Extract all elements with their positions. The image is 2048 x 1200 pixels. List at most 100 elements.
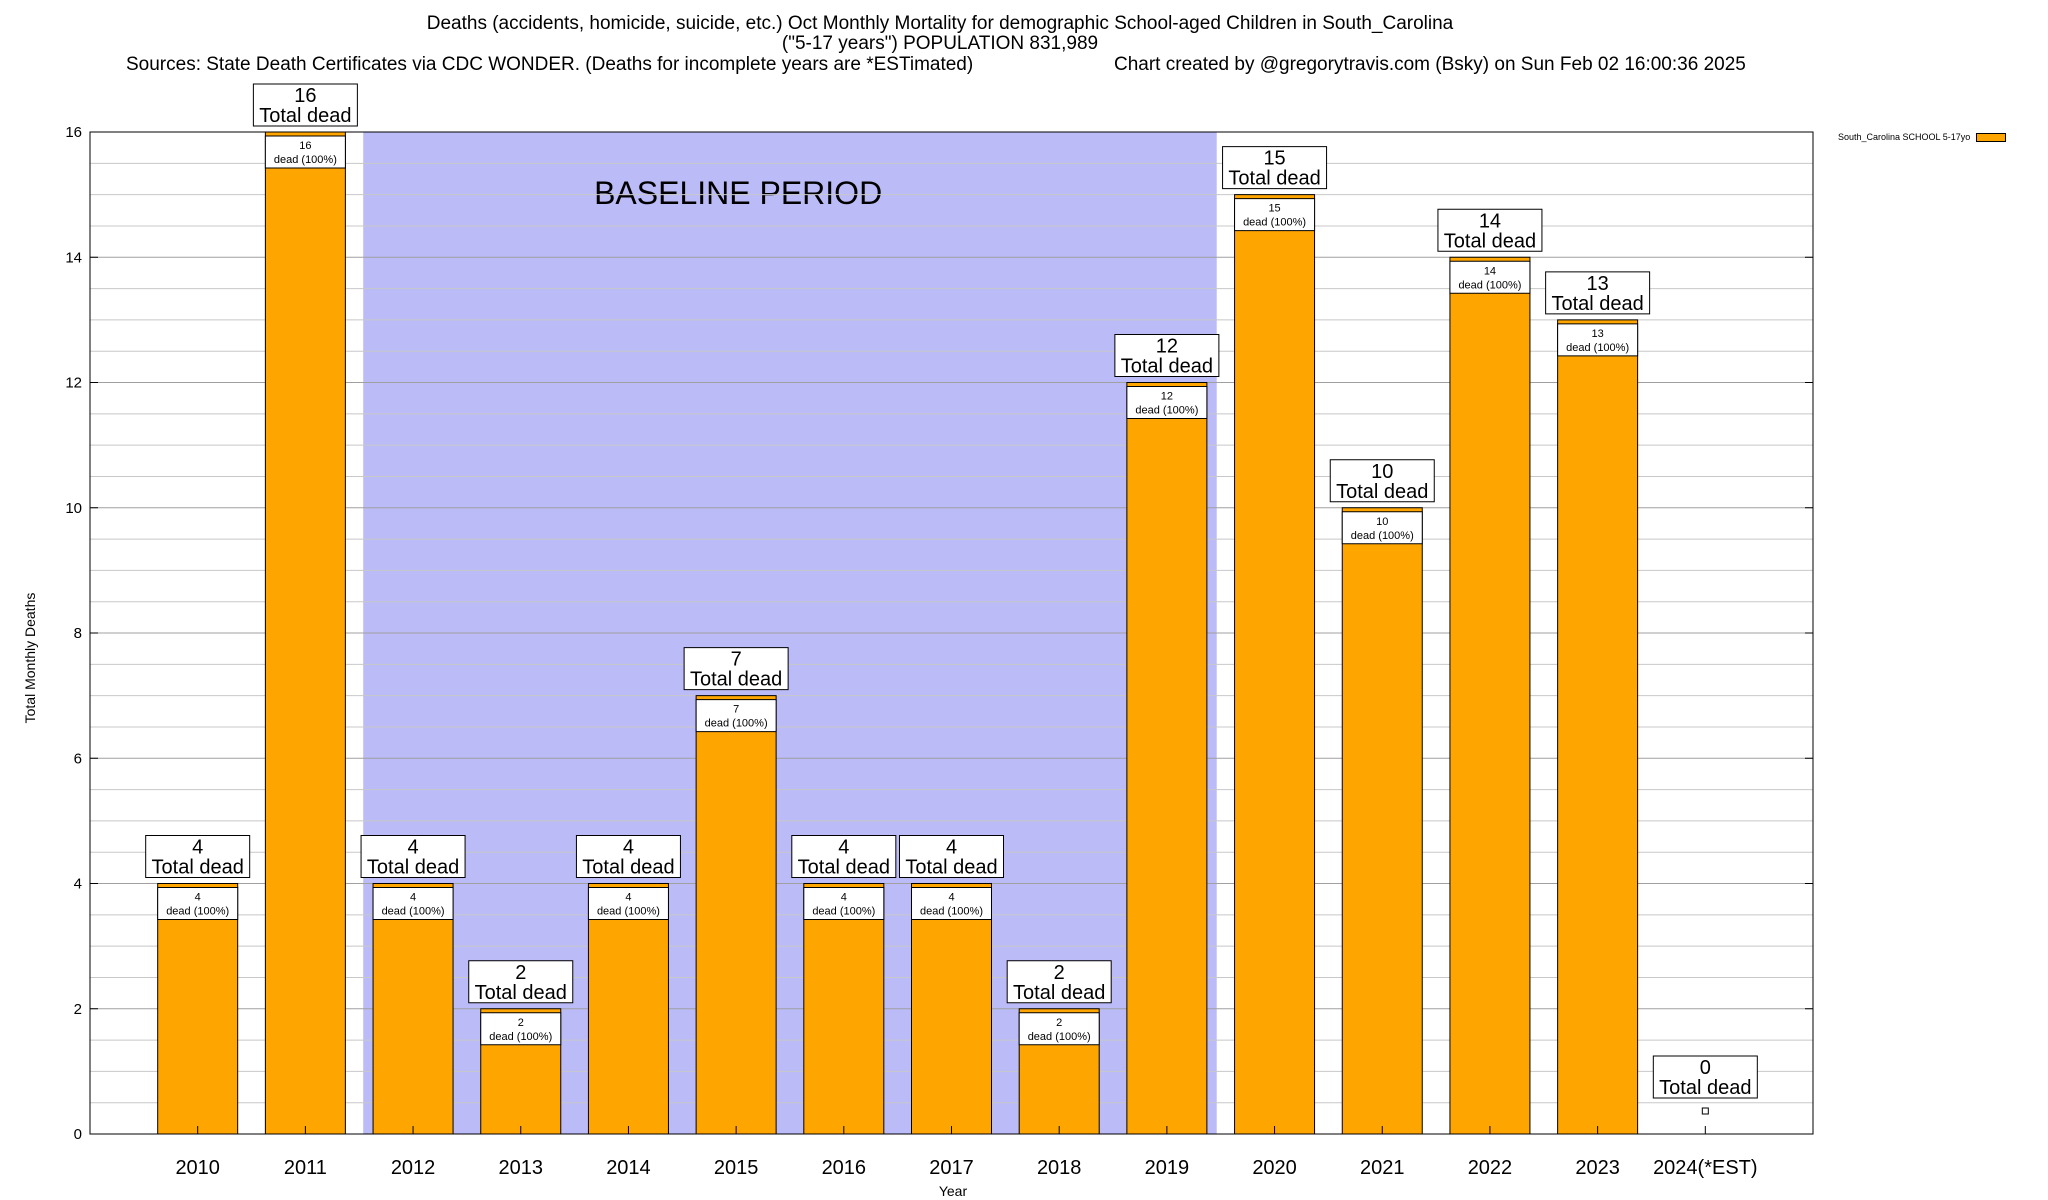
x-tick-label: 2015 bbox=[714, 1157, 759, 1179]
y-axis-label: Total Monthly Deaths bbox=[22, 592, 38, 724]
bar bbox=[587, 883, 669, 1135]
bar-total-label-value: 12 bbox=[1156, 336, 1178, 358]
x-tick-label: 2016 bbox=[822, 1157, 867, 1179]
x-tick-label: 2022 bbox=[1468, 1157, 1513, 1179]
chart-title: Deaths (accidents, homicide, suicide, et… bbox=[426, 13, 1454, 34]
bar-total-label-value: 2 bbox=[1054, 962, 1065, 984]
bar-total-label-value: 16 bbox=[294, 85, 316, 107]
x-tick-label: 2023 bbox=[1575, 1157, 1620, 1179]
bar-total-label-text: Total dead bbox=[259, 105, 351, 127]
bar bbox=[157, 883, 239, 1135]
bar-data-label-value: 4 bbox=[625, 892, 631, 904]
bar-data-label-box bbox=[587, 887, 669, 920]
bar-total-label-value: 4 bbox=[192, 837, 203, 859]
bar-data-label-text: dead (100%) bbox=[166, 906, 229, 918]
y-tick-label: 16 bbox=[65, 124, 82, 141]
bar-data-label-text: dead (100%) bbox=[920, 906, 983, 918]
bar-data-label-box bbox=[1126, 386, 1208, 419]
chart-credit: Chart created by @gregorytravis.com (Bsk… bbox=[1114, 54, 1746, 75]
bar-zero-marker bbox=[1701, 1107, 1709, 1115]
bar-total-label-text: Total dead bbox=[905, 857, 997, 879]
bar-data-label-value: 14 bbox=[1484, 265, 1496, 277]
bar-total-label-value: 4 bbox=[408, 837, 419, 859]
bar-total-label-box bbox=[1437, 208, 1543, 252]
bar bbox=[695, 695, 777, 1135]
baseline-period-label: BASELINE PERIOD bbox=[594, 175, 882, 211]
bar bbox=[372, 883, 454, 1135]
bar-total-label-text: Total dead bbox=[1336, 481, 1428, 503]
bar-total-label-box bbox=[1222, 146, 1328, 190]
bar-total-label-text: Total dead bbox=[690, 669, 782, 691]
bar-total-label-value: 7 bbox=[731, 649, 742, 671]
bar-data-label-box bbox=[1018, 1012, 1100, 1046]
bar-data-label-text: dead (100%) bbox=[382, 906, 445, 918]
bar-data-label-box bbox=[1341, 511, 1423, 545]
bar-total-label-value: 0 bbox=[1700, 1057, 1711, 1079]
bar-data-label-value: 4 bbox=[948, 892, 954, 904]
bar-total-label-box bbox=[1652, 1055, 1758, 1099]
x-axis-label: Year bbox=[938, 1183, 968, 1199]
bar-total-label-box bbox=[252, 83, 358, 127]
bar-total-label-box bbox=[1114, 334, 1220, 377]
bar-data-label-box bbox=[803, 887, 885, 920]
bar-total-label-value: 14 bbox=[1479, 210, 1501, 232]
bar-total-label-text: Total dead bbox=[1228, 168, 1320, 190]
chart-subtitle: ("5-17 years") POPULATION 831,989 bbox=[781, 33, 1099, 54]
bar-total-label-value: 4 bbox=[946, 837, 957, 859]
bar-data-label-box bbox=[157, 887, 239, 920]
bar-data-label-value: 7 bbox=[733, 704, 739, 716]
chart-sources: Sources: State Death Certificates via CD… bbox=[126, 54, 974, 75]
bar-total-label-box bbox=[468, 960, 574, 1004]
bar bbox=[264, 131, 346, 1135]
bar-total-label-box bbox=[575, 835, 681, 878]
bar-data-label-box bbox=[372, 887, 454, 920]
bar-data-label-value: 12 bbox=[1161, 391, 1173, 403]
bar bbox=[1234, 194, 1316, 1135]
y-tick-label: 12 bbox=[65, 375, 82, 392]
bar-data-label-value: 4 bbox=[841, 892, 847, 904]
bar-data-label-value: 15 bbox=[1268, 203, 1280, 215]
legend-swatch bbox=[1976, 132, 2007, 142]
bar-data-label-box bbox=[1449, 260, 1531, 294]
bar-data-label-box bbox=[911, 887, 992, 920]
y-tick-label: 2 bbox=[74, 1001, 82, 1018]
bar-data-label-text: dead (100%) bbox=[274, 154, 337, 166]
legend-series-name: South_Carolina SCHOOL 5-17yo bbox=[1838, 132, 1971, 142]
legend: South_Carolina SCHOOL 5-17yo bbox=[1838, 132, 2007, 142]
bar-data-label-box bbox=[480, 1012, 562, 1046]
bar-data-label-box bbox=[1234, 198, 1316, 232]
bar-data-label-text: dead (100%) bbox=[1028, 1031, 1091, 1043]
bar-data-label-value: 2 bbox=[1056, 1017, 1062, 1029]
x-tick-label: 2019 bbox=[1145, 1157, 1190, 1179]
bar-total-label-box bbox=[1545, 271, 1651, 315]
bar-total-label-box bbox=[1006, 960, 1112, 1004]
bar-total-label-value: 4 bbox=[623, 837, 634, 859]
bar-data-label-text: dead (100%) bbox=[1458, 279, 1521, 291]
bar-data-label-value: 16 bbox=[299, 140, 311, 152]
bar-data-label-text: dead (100%) bbox=[705, 718, 768, 730]
bar-data-label-text: dead (100%) bbox=[1566, 342, 1629, 354]
x-tick-label: 2013 bbox=[499, 1157, 544, 1179]
x-tick-label: 2021 bbox=[1360, 1157, 1405, 1179]
x-tick-label: 2018 bbox=[1037, 1157, 1082, 1179]
bar-data-label-value: 10 bbox=[1376, 516, 1388, 528]
bar-total-label-value: 2 bbox=[515, 962, 526, 984]
x-tick-label: 2020 bbox=[1252, 1157, 1297, 1179]
bar-total-label-text: Total dead bbox=[152, 857, 244, 879]
y-tick-label: 10 bbox=[65, 500, 82, 517]
bar-total-label-text: Total dead bbox=[1551, 293, 1643, 315]
y-tick-label: 6 bbox=[74, 750, 82, 767]
x-tick-label: 2012 bbox=[391, 1157, 436, 1179]
x-tick-label: 2024(*EST) bbox=[1653, 1157, 1758, 1179]
bar-data-label-text: dead (100%) bbox=[1243, 217, 1306, 229]
bar-total-label-box bbox=[360, 835, 466, 878]
bar-total-label-box bbox=[899, 835, 1004, 878]
bar-total-label-box bbox=[683, 647, 789, 691]
bar-data-label-text: dead (100%) bbox=[1135, 405, 1198, 417]
bar-data-label-value: 4 bbox=[195, 892, 201, 904]
bar bbox=[911, 883, 992, 1135]
x-tick-label: 2017 bbox=[929, 1157, 974, 1179]
bar bbox=[1126, 382, 1208, 1135]
bar-data-label-text: dead (100%) bbox=[489, 1031, 552, 1043]
x-tick-label: 2011 bbox=[284, 1157, 327, 1179]
